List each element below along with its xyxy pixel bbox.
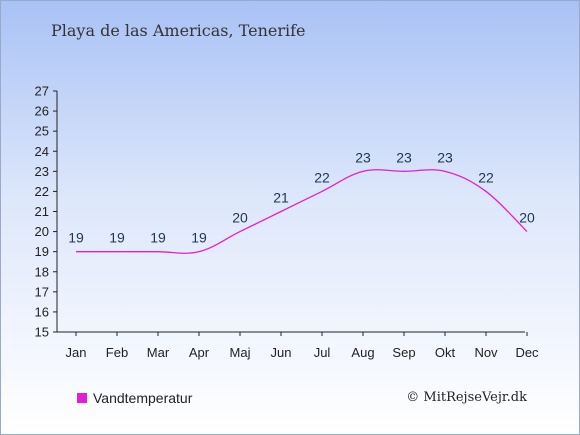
- series-layer: [75, 169, 528, 254]
- data-label: 19: [191, 230, 207, 246]
- y-tick-label: 21: [35, 204, 49, 219]
- x-tick-label: Dec: [515, 345, 539, 360]
- series-line: [75, 169, 528, 254]
- legend-swatch: [77, 393, 87, 403]
- data-labels: 19 19 19 19 20 21 22 23 23 23 22 20: [68, 149, 535, 245]
- x-tick-label: Jul: [314, 345, 331, 360]
- y-tick-label: 27: [35, 84, 49, 99]
- y-tick-label: 20: [35, 224, 49, 239]
- y-tick-label: 23: [35, 164, 49, 179]
- y-tick-label: 15: [35, 325, 49, 340]
- x-tick-label: Maj: [230, 345, 251, 360]
- x-tick-label: Nov: [474, 345, 498, 360]
- data-label: 23: [355, 149, 371, 165]
- data-label: 20: [519, 210, 535, 226]
- y-tick-label: 19: [35, 244, 49, 259]
- x-tick-label: Feb: [106, 345, 128, 360]
- chart-title: Playa de las Americas, Tenerife: [51, 21, 306, 40]
- data-label: 19: [68, 230, 84, 246]
- data-label: 23: [437, 149, 453, 165]
- credit-text: © MitRejseVejr.dk: [406, 390, 527, 405]
- data-label: 22: [478, 169, 494, 185]
- x-tick-label: Mar: [147, 345, 170, 360]
- chart-axes: [56, 91, 525, 333]
- x-tick-label: Jan: [66, 345, 87, 360]
- x-axis-ticks: Jan Feb Mar Apr Maj Jun Jul Aug Sep Okt Nov Dec: [66, 332, 539, 360]
- data-label: 20: [232, 210, 248, 226]
- x-tick-label: Okt: [435, 345, 456, 360]
- x-tick-label: Sep: [392, 345, 415, 360]
- y-tick-label: 17: [35, 284, 49, 299]
- x-tick-label: Jun: [271, 345, 292, 360]
- x-tick-label: Aug: [351, 345, 374, 360]
- y-tick-label: 16: [35, 304, 49, 319]
- y-tick-label: 26: [35, 104, 49, 119]
- y-tick-label: 25: [35, 124, 49, 139]
- x-tick-label: Apr: [189, 345, 210, 360]
- y-tick-label: 22: [35, 184, 49, 199]
- legend-label: Vandtemperatur: [93, 390, 193, 406]
- y-axis-ticks: 15 16 17 18 19 20 21 22 23 24 25 26 27: [35, 84, 57, 340]
- data-label: 22: [314, 169, 330, 185]
- data-label: 19: [109, 230, 125, 246]
- y-tick-label: 18: [35, 264, 49, 279]
- data-label: 19: [150, 230, 166, 246]
- y-tick-label: 24: [35, 144, 49, 159]
- data-label: 21: [273, 190, 289, 206]
- legend: Vandtemperatur: [77, 390, 192, 406]
- data-label: 23: [396, 149, 412, 165]
